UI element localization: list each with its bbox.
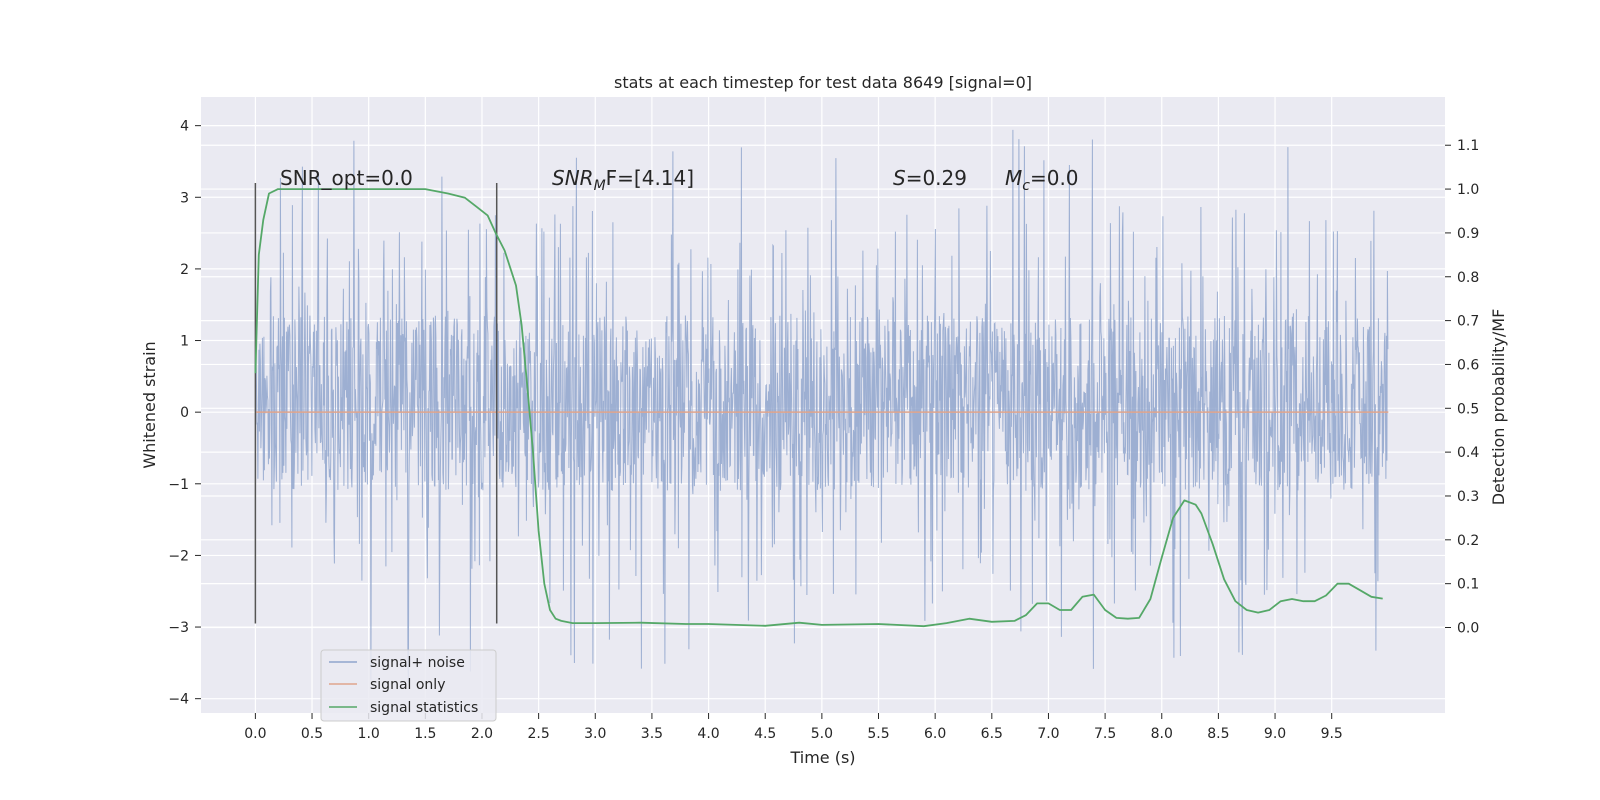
annotation-snr-mf-value: F=[4.14]: [606, 166, 694, 190]
x-tick-label-11: 5.5: [867, 726, 889, 742]
y2-tick-label-5: 0.5: [1457, 401, 1479, 417]
y-tick-label-4: 0: [180, 405, 189, 421]
chart-title: stats at each timestep for test data 864…: [614, 73, 1032, 92]
y2-tick-label-7: 0.7: [1457, 314, 1479, 330]
x-tick-label-19: 9.5: [1321, 726, 1343, 742]
x-tick-label-9: 4.5: [754, 726, 776, 742]
y2-tick-label-3: 0.3: [1457, 489, 1479, 505]
annotation-mc: Mc=0.0: [1005, 166, 1079, 194]
noise-trace: [254, 129, 1389, 683]
y-tick-label-8: 4: [180, 119, 189, 135]
x-tick-label-15: 7.5: [1094, 726, 1116, 742]
x-tick-label-18: 9.0: [1264, 726, 1286, 742]
x-tick-label-8: 4.0: [697, 726, 719, 742]
annotation-snr-mf-sub: M: [594, 178, 606, 194]
y-tick-label-2: −2: [168, 548, 189, 564]
y-axis-ticks: −4 −3 −2 −1 0 1 2 3 4: [168, 119, 201, 708]
x-axis-title: Time (s): [789, 748, 855, 767]
stats-path: [254, 188, 1383, 628]
x-tick-label-14: 7.0: [1037, 726, 1059, 742]
y2-tick-label-0: 0.0: [1457, 621, 1479, 637]
y2-axis-title: Detection probability/MF: [1489, 309, 1508, 506]
annotation-s-value: =0.29: [906, 166, 967, 190]
stats-line: [254, 188, 1383, 628]
x-tick-label-7: 3.5: [641, 726, 663, 742]
annotation-s-italic: S: [893, 166, 906, 190]
x-tick-label-16: 8.0: [1151, 726, 1173, 742]
annotations: SNR_opt=0.0 SNRMF=[4.14] S=0.29 Mc=0.0: [280, 166, 1079, 194]
y-tick-label-7: 3: [180, 190, 189, 206]
x-tick-label-5: 2.5: [527, 726, 549, 742]
noise-path: [254, 129, 1389, 683]
x-tick-label-4: 2.0: [471, 726, 493, 742]
annotation-s: S=0.29: [893, 166, 967, 190]
y2-tick-label-2: 0.2: [1457, 533, 1479, 549]
y-tick-label-6: 2: [180, 262, 189, 278]
y-tick-label-5: 1: [180, 334, 189, 350]
y2-tick-label-8: 0.8: [1457, 270, 1479, 286]
annotation-snr-opt: SNR_opt=0.0: [280, 166, 413, 190]
x-tick-label-0: 0.0: [244, 726, 266, 742]
x-tick-label-10: 5.0: [811, 726, 833, 742]
y2-tick-label-6: 0.6: [1457, 357, 1479, 373]
legend-label-noise: signal+ noise: [370, 655, 465, 671]
annotation-mc-sub: c: [1022, 178, 1030, 194]
annotation-snr-mf-italic: SNR: [552, 166, 594, 190]
y2-tick-label-11: 1.1: [1457, 138, 1479, 154]
x-tick-label-2: 1.0: [358, 726, 380, 742]
legend: signal+ noise signal only signal statist…: [320, 649, 497, 722]
y2-tick-label-9: 0.9: [1457, 226, 1479, 242]
x-tick-label-13: 6.5: [981, 726, 1003, 742]
y-tick-label-0: −4: [168, 692, 189, 708]
y2-axis-ticks: 0.0 0.1 0.2 0.3 0.4 0.5 0.6 0.7 0.8 0.9 1.0 1.1: [1445, 138, 1479, 637]
annotation-snr-opt-text: SNR_opt=0.0: [280, 166, 413, 190]
x-tick-label-6: 3.0: [584, 726, 606, 742]
x-tick-label-12: 6.0: [924, 726, 946, 742]
vertical-markers: [254, 182, 498, 624]
annotation-snr-mf: SNRMF=[4.14]: [552, 166, 694, 194]
y2-tick-label-10: 1.0: [1457, 182, 1479, 198]
x-tick-label-1: 0.5: [301, 726, 323, 742]
legend-label-statistics: signal statistics: [370, 700, 478, 716]
y2-tick-label-1: 0.1: [1457, 577, 1479, 593]
y-tick-label-3: −1: [168, 477, 189, 493]
legend-label-signal-only: signal only: [370, 677, 445, 693]
x-axis-ticks: 0.0 0.5 1.0 1.5 2.0 2.5 3.0 3.5 4.0 4.5 5.0 5.5 6.0 6…: [244, 713, 1343, 742]
y-tick-label-1: −3: [168, 620, 189, 636]
y2-tick-label-4: 0.4: [1457, 445, 1479, 461]
x-tick-label-3: 1.5: [414, 726, 436, 742]
legend-box: [320, 649, 497, 722]
annotation-mc-italic: M: [1005, 166, 1022, 190]
y-axis-title: Whitened strain: [140, 341, 159, 468]
x-tick-label-17: 8.5: [1207, 726, 1229, 742]
annotation-mc-value: =0.0: [1030, 166, 1079, 190]
